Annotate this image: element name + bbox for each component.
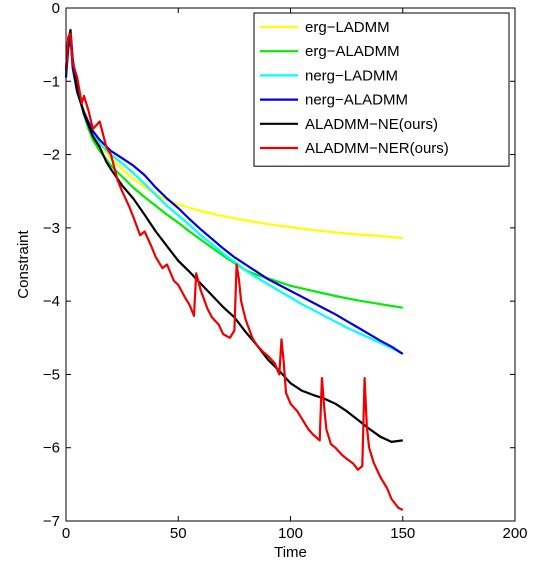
legend-box — [253, 12, 510, 167]
series-line-4 — [64, 28, 403, 443]
x-tick-label: 50 — [170, 525, 187, 542]
y-tick-label: −4 — [43, 293, 60, 310]
y-tick-label: −3 — [43, 220, 60, 237]
y-tick-label: −6 — [43, 440, 60, 457]
legend-entry-0: erg−LADMM — [305, 19, 390, 36]
x-tick-label: 0 — [62, 525, 70, 542]
y-tick-label: −1 — [43, 73, 60, 90]
legend-entry-3: nerg−ALADMM — [305, 92, 408, 109]
y-tick-label: −2 — [43, 147, 60, 164]
legend-entry-5: ALADMM−NER(ours) — [305, 140, 449, 157]
y-tick-label: −5 — [43, 366, 60, 383]
y-tick-label: −7 — [43, 513, 60, 530]
legend-entry-4: ALADMM−NE(ours) — [305, 116, 438, 133]
x-tick-label: 200 — [502, 525, 527, 542]
x-tick-label: 150 — [390, 525, 415, 542]
legend-entry-2: nerg−LADMM — [305, 67, 398, 84]
legend: erg−LADMM erg−ALADMM nerg−LADMM nerg−ALADMM… — [253, 12, 510, 167]
series-line-5 — [64, 32, 404, 511]
tick-layer: 0 50 100 150 200 0 −1 −2 −3 −4 −5 −6 −7 — [43, 0, 528, 542]
x-tick-label: 100 — [278, 525, 303, 542]
x-axis-label: Time — [274, 544, 307, 561]
y-tick-label: 0 — [52, 0, 60, 17]
legend-entry-1: erg−ALADMM — [305, 43, 400, 60]
y-axis-label: Constraint — [15, 229, 32, 298]
